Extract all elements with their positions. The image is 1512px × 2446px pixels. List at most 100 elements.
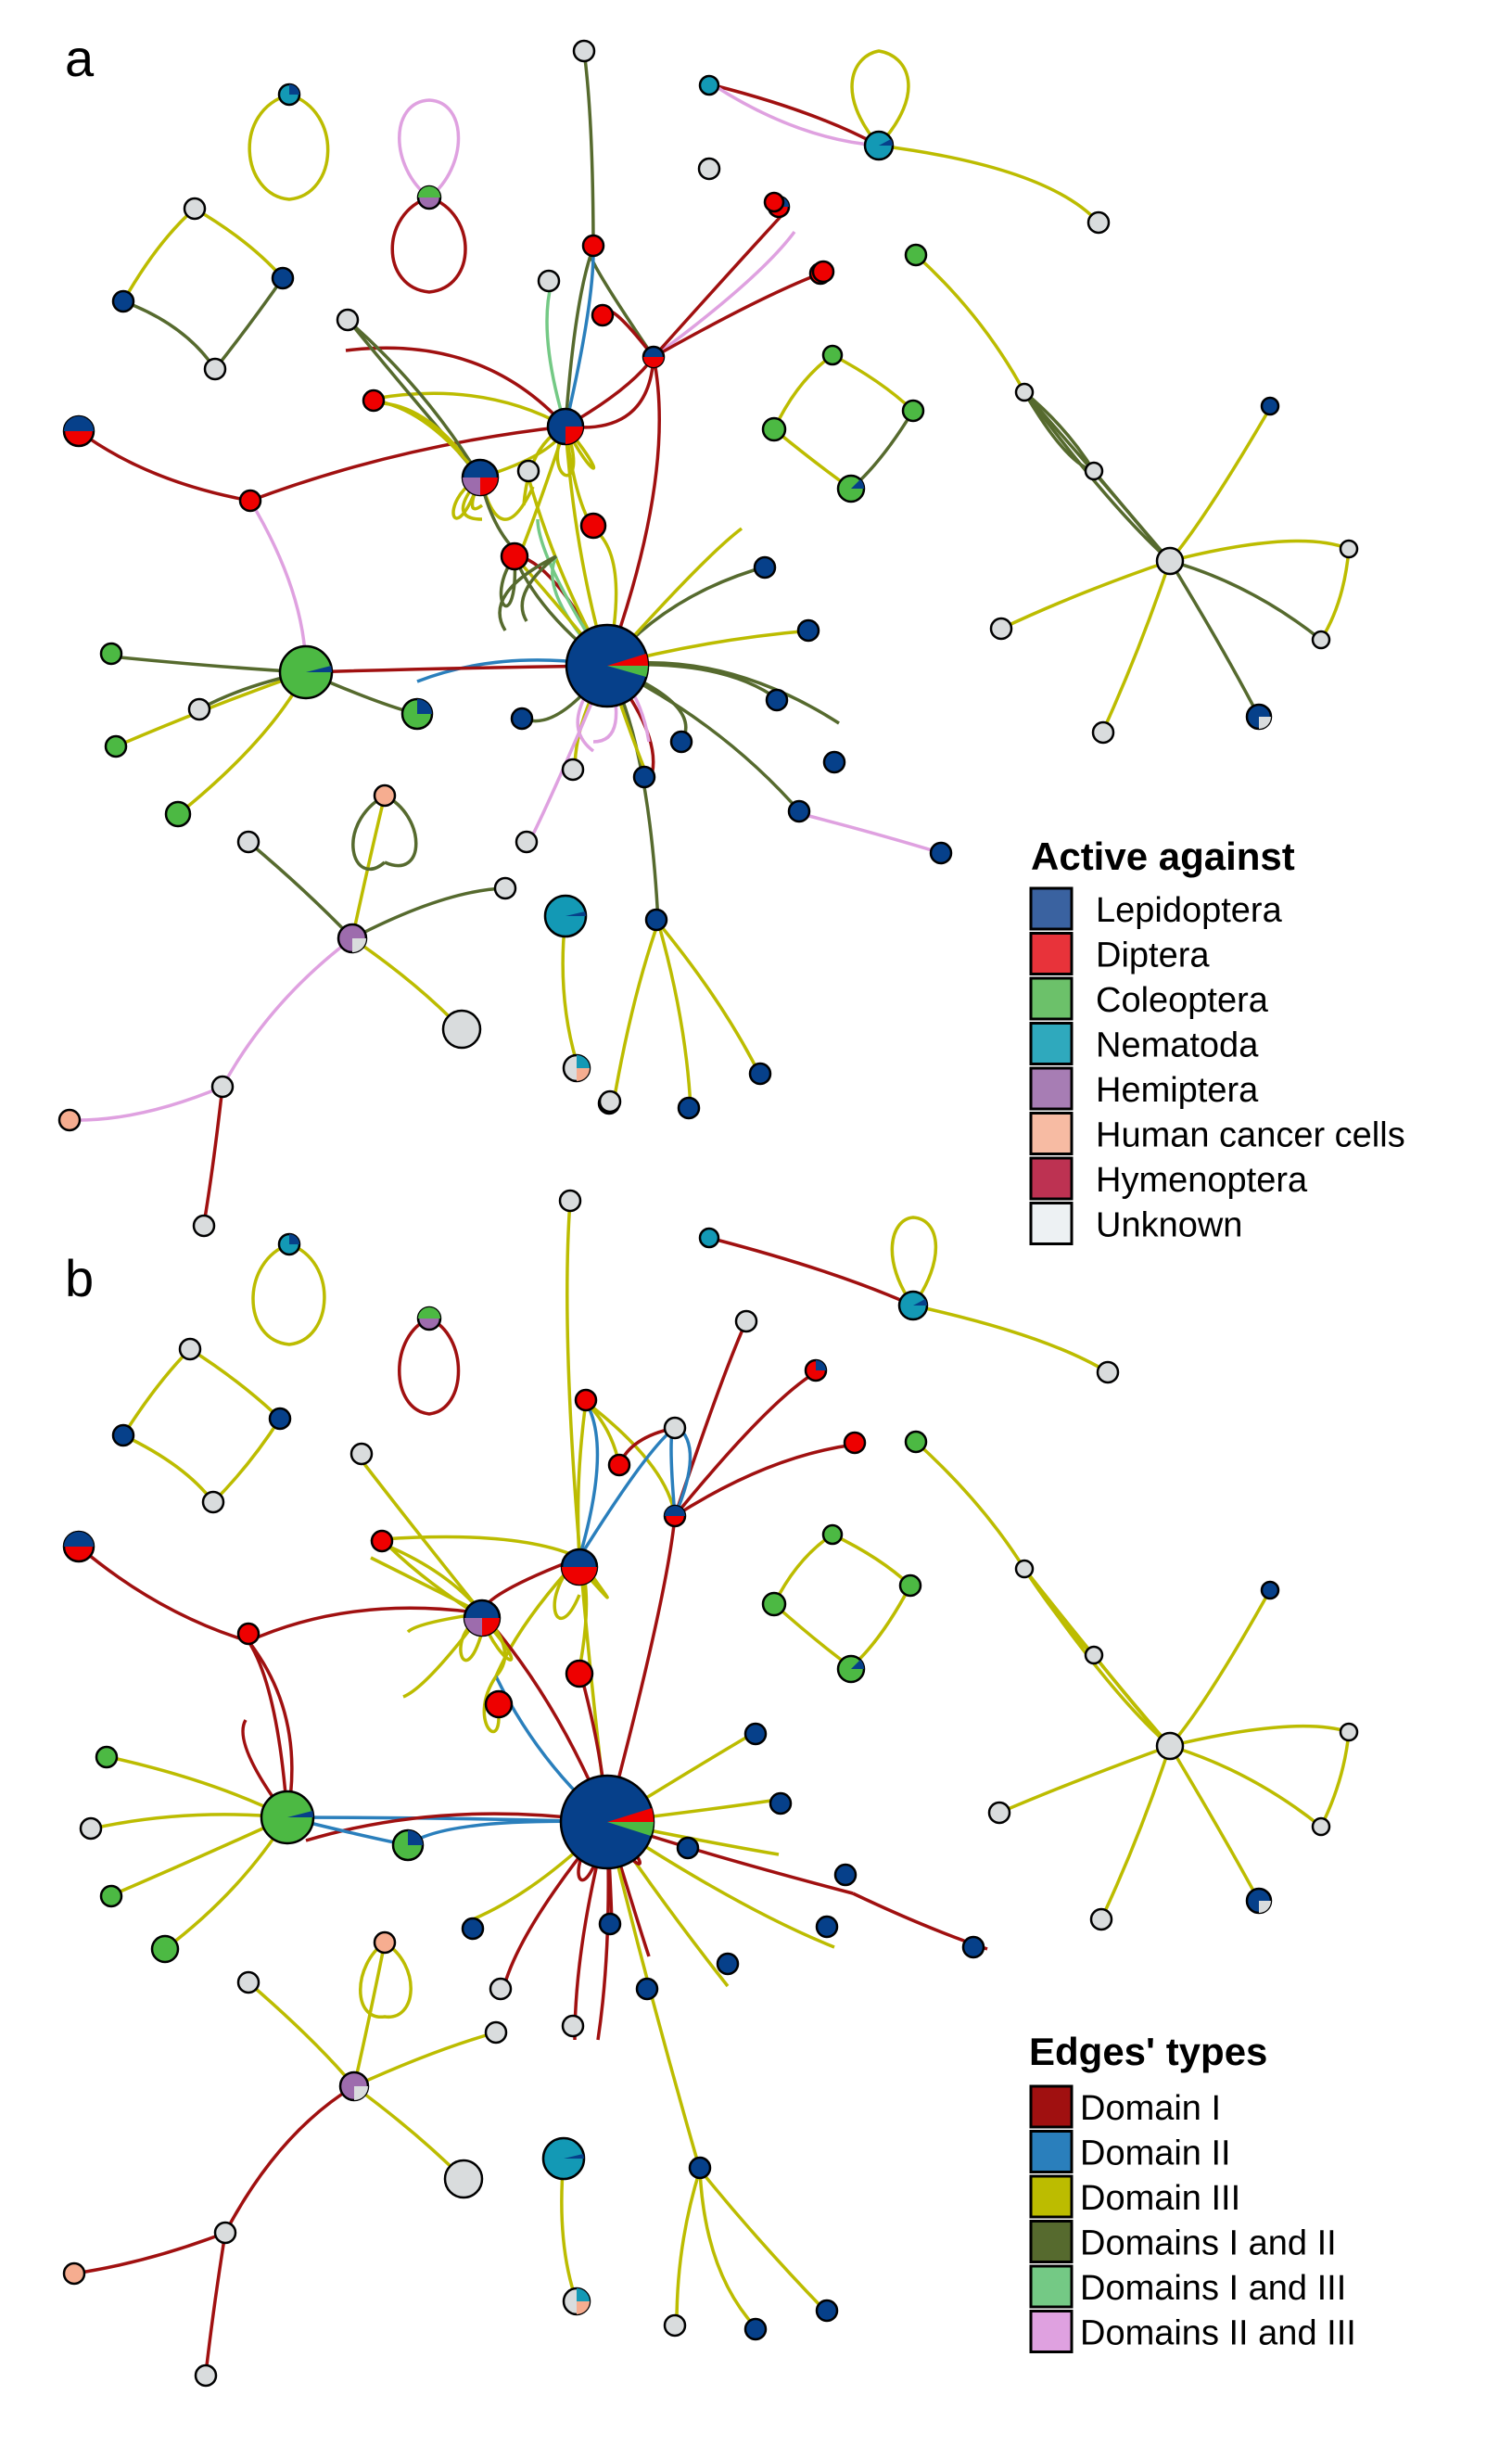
node xyxy=(581,234,605,258)
node xyxy=(804,1358,828,1382)
node xyxy=(763,191,785,213)
node xyxy=(663,2313,687,2338)
node xyxy=(178,1337,202,1361)
node xyxy=(815,1915,839,1939)
node xyxy=(260,1790,315,1845)
node xyxy=(821,1523,844,1546)
node xyxy=(441,1009,482,1050)
node xyxy=(748,1062,772,1086)
node xyxy=(213,2221,237,2245)
node xyxy=(562,1053,591,1083)
legend-active-against: Active against Lepidoptera Diptera Coleopt… xyxy=(1029,834,1405,1245)
legend-label: Domains I and III xyxy=(1080,2269,1346,2308)
legend-label: Domains II and III xyxy=(1080,2314,1356,2353)
node xyxy=(676,1836,700,1860)
node xyxy=(677,1096,701,1120)
node xyxy=(961,1935,985,1959)
legend-active-against-title: Active against xyxy=(1031,834,1295,878)
legend-item: Domain II xyxy=(1029,2130,1231,2173)
legend-item: Diptera xyxy=(1029,932,1210,975)
node xyxy=(901,399,925,423)
panel-b-label: b xyxy=(65,1249,94,1307)
node xyxy=(561,758,585,782)
node xyxy=(338,2070,370,2102)
node xyxy=(761,416,787,442)
node xyxy=(79,1816,103,1841)
node xyxy=(236,830,260,854)
node xyxy=(516,459,540,483)
node xyxy=(99,642,123,666)
node xyxy=(1155,1731,1185,1761)
node xyxy=(669,730,693,754)
node xyxy=(833,1863,858,1887)
legend-label: Nematoda xyxy=(1096,1026,1259,1065)
legend-label: Hymenoptera xyxy=(1096,1161,1308,1200)
node xyxy=(278,644,334,700)
node xyxy=(644,908,668,932)
legend-swatch xyxy=(1029,1202,1074,1245)
legend-swatch xyxy=(1029,2310,1074,2353)
node xyxy=(150,1934,180,1964)
legend-swatch xyxy=(1029,1066,1074,1111)
node xyxy=(796,618,820,643)
node xyxy=(111,1423,135,1447)
node xyxy=(598,1912,622,1936)
legend-item: Hymenoptera xyxy=(1029,1156,1308,1201)
legend-item: Domains II and III xyxy=(1029,2310,1356,2353)
node xyxy=(1339,539,1359,559)
node xyxy=(1260,1580,1280,1600)
node xyxy=(821,344,844,366)
node xyxy=(1086,210,1111,235)
legend-item: Domain III xyxy=(1029,2174,1240,2219)
node xyxy=(558,1189,582,1213)
node xyxy=(400,697,434,731)
legend-label: Diptera xyxy=(1096,936,1210,975)
node xyxy=(898,1573,922,1598)
node xyxy=(698,1227,720,1249)
node xyxy=(635,1977,659,2001)
node xyxy=(1014,382,1035,402)
node xyxy=(57,1108,82,1132)
node xyxy=(688,2156,712,2180)
node xyxy=(698,74,720,96)
node xyxy=(836,1654,866,1684)
node xyxy=(761,1591,787,1617)
node xyxy=(183,197,207,221)
node xyxy=(236,1970,260,1994)
legend-label: Lepidoptera xyxy=(1096,891,1283,930)
node xyxy=(598,1089,622,1114)
panel-a-nodes xyxy=(57,39,1359,1238)
panel-a-label: a xyxy=(65,29,95,87)
legend-label: Domains I and II xyxy=(1080,2224,1337,2263)
node xyxy=(238,489,262,513)
node xyxy=(277,83,301,107)
node xyxy=(663,1416,687,1440)
node xyxy=(765,688,789,712)
node xyxy=(537,269,561,293)
node xyxy=(62,1530,95,1563)
node xyxy=(1339,1722,1359,1742)
node xyxy=(989,617,1013,641)
legend-active-against-items: Lepidoptera Diptera Coleoptera Nematoda Hemi… xyxy=(1029,886,1405,1245)
node xyxy=(104,734,128,758)
legend-swatch xyxy=(1029,886,1074,931)
legend-item: Domains I and II xyxy=(1029,2220,1337,2263)
node xyxy=(484,2020,508,2045)
node xyxy=(815,2299,839,2323)
node xyxy=(579,512,607,540)
legend-edge-types: Edges' types Domain I Domain II Domain III… xyxy=(1029,2030,1356,2353)
node xyxy=(362,389,386,413)
node xyxy=(1155,546,1185,576)
node xyxy=(787,799,811,823)
node xyxy=(565,1659,594,1688)
legend-swatch xyxy=(1029,2220,1074,2263)
node xyxy=(236,1622,260,1646)
node xyxy=(373,1930,397,1955)
node xyxy=(1260,396,1280,416)
legend-swatch xyxy=(1029,1112,1074,1155)
node xyxy=(734,1309,758,1333)
node xyxy=(62,414,95,448)
node xyxy=(572,39,596,63)
legend-label: Hemiptera xyxy=(1096,1071,1259,1110)
